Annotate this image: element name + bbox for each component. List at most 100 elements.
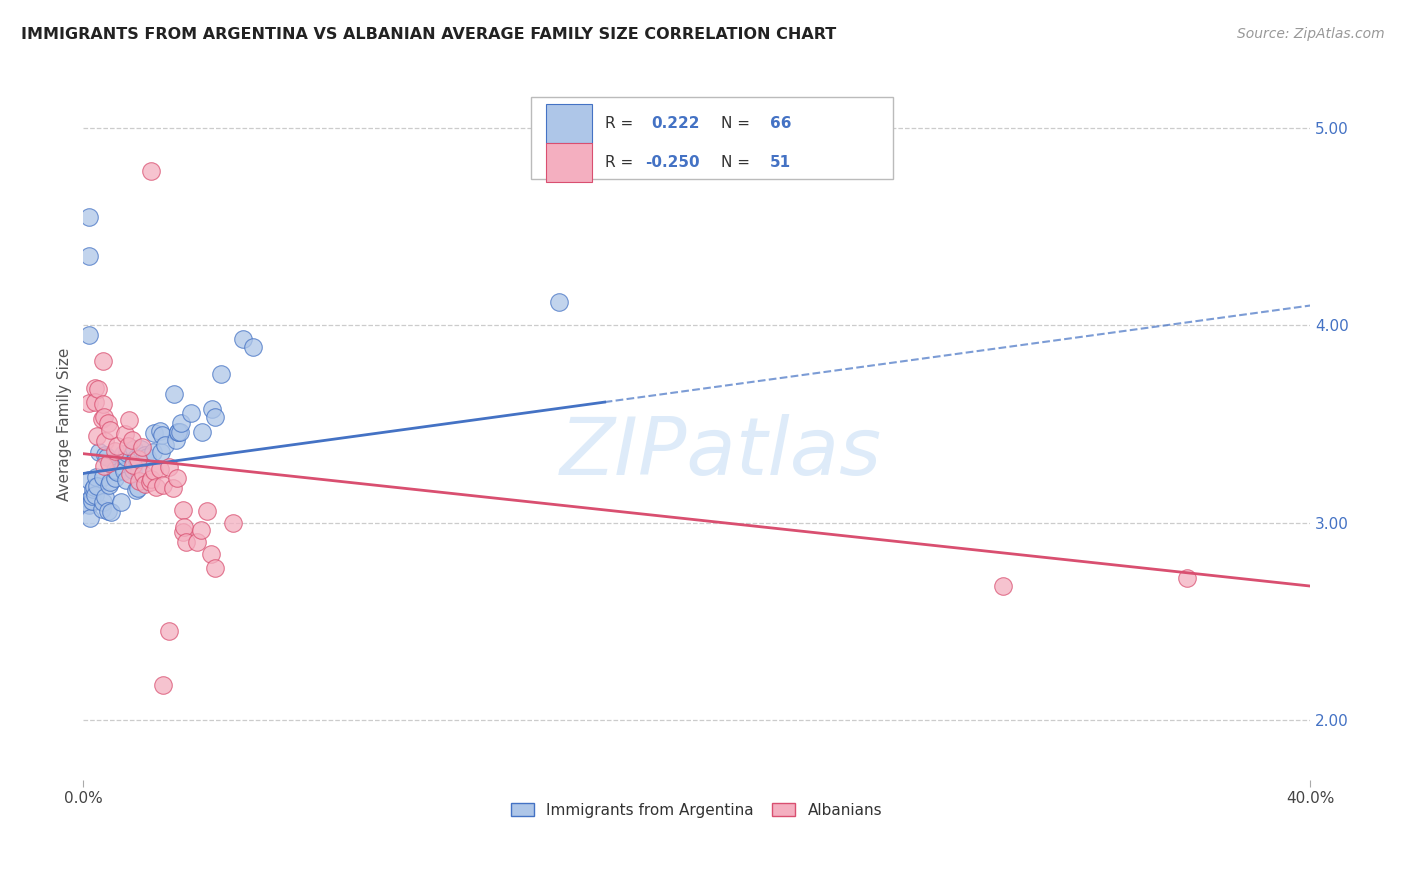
Point [152,477,174,491]
Point [162,481,184,495]
Point [204,410,226,425]
Point [91,354,114,368]
Point [86,429,108,443]
Point [84,470,107,484]
Point [105,465,128,479]
Point [172,525,194,540]
Point [139,164,162,178]
Point [105,439,128,453]
Point [134,477,156,491]
Point [115,446,138,460]
Point [118,413,141,427]
Point [232,332,254,346]
Bar [546,143,592,182]
Point [547,294,569,309]
Point [100,505,122,519]
Point [83,382,105,396]
Y-axis label: Average Family Size: Average Family Size [58,347,72,500]
Point [79,249,101,263]
Point [121,433,143,447]
Point [87,382,110,396]
Point [128,474,150,488]
Point [166,425,188,439]
Point [97,416,120,430]
Legend: Immigrants from Argentina, Albanians: Immigrants from Argentina, Albanians [503,795,890,825]
Point [131,442,153,456]
Point [157,459,180,474]
Point [172,503,194,517]
Text: 0.222: 0.222 [651,116,700,130]
FancyBboxPatch shape [531,97,893,178]
Point [93,434,115,448]
Point [180,406,202,420]
Point [149,461,172,475]
Point [145,479,167,493]
Point [79,498,101,512]
Point [1177,571,1199,585]
Text: IMMIGRANTS FROM ARGENTINA VS ALBANIAN AVERAGE FAMILY SIZE CORRELATION CHART: IMMIGRANTS FROM ARGENTINA VS ALBANIAN AV… [21,27,837,42]
Point [115,450,138,464]
Point [122,454,145,468]
Text: ZIPatlas: ZIPatlas [560,414,883,491]
Point [131,440,153,454]
Point [110,495,132,509]
Point [167,425,190,439]
Point [165,433,187,447]
Point [124,483,146,497]
Point [186,535,208,549]
Point [169,425,191,439]
Point [91,495,114,509]
Point [148,424,170,438]
Point [98,477,121,491]
Text: N =: N = [721,155,755,169]
Point [176,534,198,549]
Point [201,401,224,416]
Point [132,467,155,482]
Point [84,488,107,502]
Point [127,481,149,495]
Point [121,458,143,472]
Text: R =: R = [605,116,638,130]
Point [121,463,143,477]
Point [93,490,115,504]
Point [90,412,112,426]
Point [84,395,107,409]
Point [82,490,104,504]
Point [128,465,150,479]
Text: 51: 51 [770,155,792,169]
Point [111,447,134,461]
Point [150,428,173,442]
Point [79,328,101,343]
Point [136,450,159,465]
Point [134,448,156,462]
Text: N =: N = [721,116,755,130]
Point [97,503,120,517]
Point [79,498,101,512]
Point [79,473,101,487]
Point [139,475,162,490]
Point [209,368,232,382]
Point [91,470,114,484]
Point [79,511,101,525]
Point [117,439,139,453]
Point [94,448,117,462]
Point [162,387,184,401]
Text: R =: R = [605,155,638,169]
Point [153,437,176,451]
Point [157,624,180,639]
Point [93,397,115,411]
Point [143,464,166,478]
Point [112,459,135,474]
Point [83,480,105,494]
Point [190,523,212,537]
Point [139,472,162,486]
Point [142,426,165,441]
Point [98,456,121,470]
Point [82,482,104,496]
Text: -0.250: -0.250 [645,155,700,169]
Point [118,467,141,482]
Point [125,451,148,466]
Point [204,561,226,575]
Bar [546,103,592,143]
Point [79,493,101,508]
